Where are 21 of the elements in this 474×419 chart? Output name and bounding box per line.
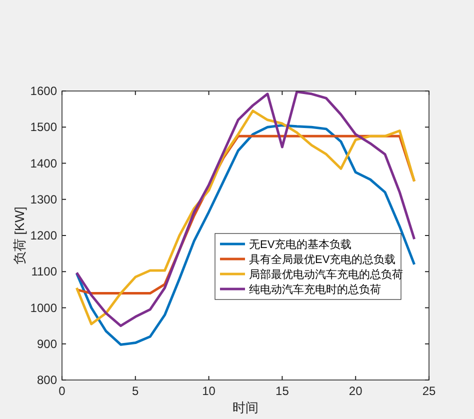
y-tick-label: 800 xyxy=(36,373,58,387)
legend-label: 纯电动汽车充电时的总负荷 xyxy=(249,283,381,296)
y-axis-title: 负荷 [KW] xyxy=(12,206,27,264)
x-tick-label: 25 xyxy=(422,384,436,398)
x-tick-label: 5 xyxy=(132,384,140,398)
legend-label: 局部最优电动汽车充电的总负荷 xyxy=(249,268,403,281)
y-tick-label: 1400 xyxy=(30,156,58,170)
y-tick-label: 1200 xyxy=(30,228,58,242)
legend-label: 无EV充电的基本负载 xyxy=(249,238,352,251)
y-tick-label: 900 xyxy=(36,336,58,351)
x-tick-label: 15 xyxy=(276,384,290,398)
x-tick-label: 10 xyxy=(202,384,216,398)
x-tick-label: 0 xyxy=(58,384,66,398)
y-tick-label: 1100 xyxy=(31,264,58,279)
x-axis-title: 时间 xyxy=(232,400,258,415)
y-tick-label: 1500 xyxy=(30,120,58,134)
y-tick-label: 1300 xyxy=(30,192,58,206)
y-tick-label: 1600 xyxy=(30,84,58,98)
x-tick-label: 20 xyxy=(348,384,363,398)
y-tick-label: 1000 xyxy=(30,300,58,315)
legend-label: 具有全局最优EV充电的总负载 xyxy=(249,253,396,266)
